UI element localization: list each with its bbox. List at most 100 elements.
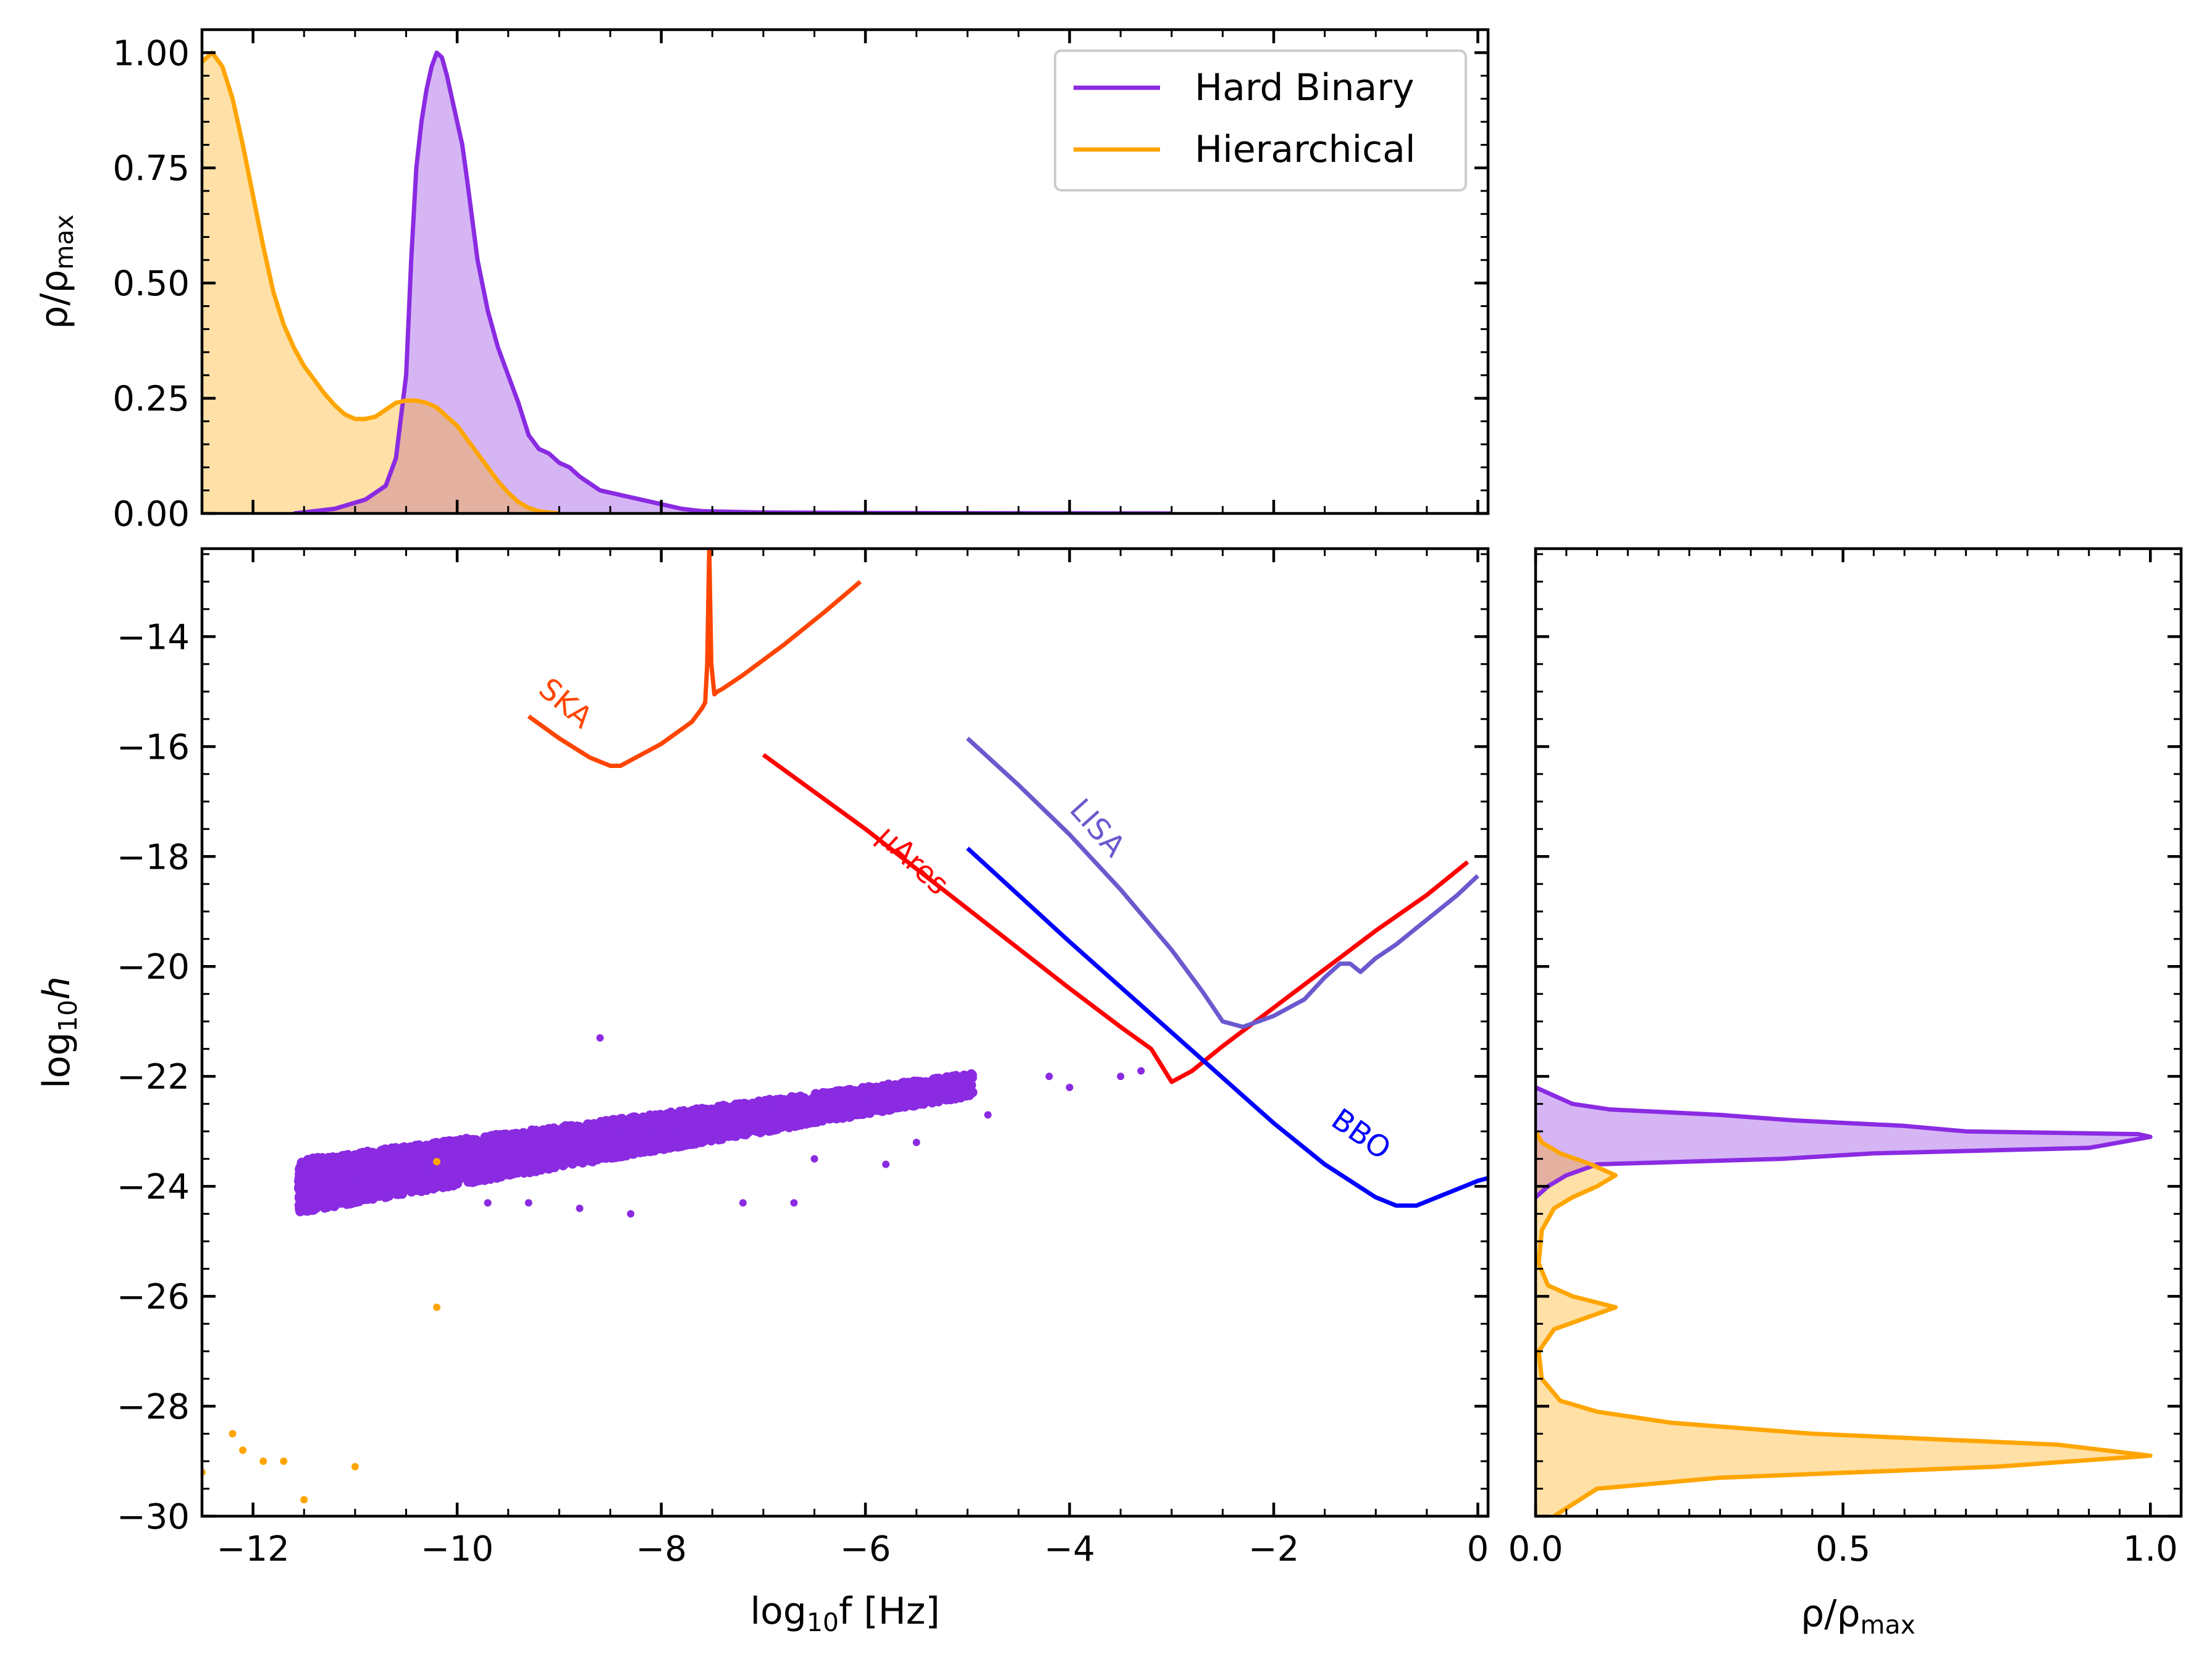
scatter-point-hard-binary (547, 1147, 558, 1158)
scatter-point-hard-binary (608, 1135, 619, 1145)
scatter-point-hard-binary (337, 1162, 347, 1173)
main-ytick-label: −14 (117, 617, 190, 657)
right-panel-lines (1536, 1085, 2153, 1516)
scatter-point-hard-binary (306, 1183, 317, 1192)
scatter-point-hard-binary (475, 1139, 486, 1150)
scatter-point-hard-binary (797, 1115, 807, 1124)
scatter-point-hard-binary (623, 1115, 633, 1126)
scatter-point-hard-binary (836, 1108, 846, 1118)
main-ytick-label: −18 (117, 837, 190, 877)
scatter-point-hard-binary (715, 1102, 726, 1112)
scatter-point-hard-binary (711, 1129, 721, 1139)
main-ytick-label: −20 (117, 947, 190, 987)
scatter-point-hard-binary (810, 1155, 818, 1163)
scatter-point-hard-binary (324, 1196, 334, 1205)
legend-label-hierarchical: Hierarchical (1195, 128, 1416, 171)
main-xtick-label: −6 (840, 1529, 891, 1569)
main-ytick-label: −22 (117, 1057, 190, 1097)
scatter-point-hard-binary (934, 1090, 944, 1101)
scatter-point-hierarchical (433, 1303, 441, 1311)
scatter-point-hard-binary (603, 1149, 613, 1159)
scatter-point-hard-binary (914, 1079, 923, 1090)
scatter-point-hard-binary (303, 1169, 313, 1179)
scatter-point-hard-binary (613, 1146, 623, 1157)
top-ytick-label: 0.50 (112, 264, 190, 304)
scatter-point-hard-binary (431, 1137, 442, 1148)
scatter-point-hard-binary (442, 1168, 452, 1179)
scatter-point-hard-binary (603, 1118, 613, 1128)
top-ytick-label: 1.00 (112, 33, 190, 74)
scatter-point-hard-binary (856, 1084, 867, 1095)
scatter-point-hard-binary (596, 1034, 604, 1042)
scatter-point-hard-binary (431, 1169, 441, 1179)
scatter-point-hard-binary (1137, 1067, 1145, 1075)
right-xtick-label: 0.5 (1815, 1529, 1870, 1569)
legend-label-hard-binary: Hard Binary (1195, 66, 1414, 109)
scatter-point-hard-binary (510, 1144, 521, 1154)
scatter-point-hard-binary (683, 1112, 693, 1123)
tick-labels: −12 −10 −8 −6 −4 −2 0−14−16−18−20−22−24−26−28−… (112, 33, 2177, 1569)
scatter-point-hard-binary (393, 1162, 404, 1173)
main-ytick-label: −26 (117, 1277, 190, 1317)
scatter-point-hard-binary (496, 1171, 507, 1182)
detector-label-bbo: BBO (1325, 1102, 1397, 1166)
scatter-point-hard-binary (841, 1097, 852, 1107)
scatter-point-hard-binary (631, 1125, 642, 1136)
curve-bbo (965, 846, 1488, 1208)
scatter-point-hard-binary (440, 1137, 451, 1147)
main-xtick-label: −8 (636, 1529, 687, 1569)
scatter-point-hard-binary (332, 1193, 342, 1204)
main-ytick-label: −30 (117, 1497, 190, 1537)
scatter-point-hard-binary (366, 1188, 377, 1199)
scatter-point-hard-binary (387, 1147, 397, 1158)
scatter-point-hard-binary (483, 1134, 494, 1144)
top-line-hierarchical (202, 50, 560, 513)
scatter-point-hard-binary (950, 1089, 961, 1099)
scatter-point-hard-binary (919, 1098, 929, 1108)
scatter-point-hard-binary (927, 1079, 937, 1089)
scatter-point-hard-binary (513, 1154, 523, 1164)
top-fill-hard-binary (293, 53, 1172, 513)
scatter-point-hard-binary (586, 1154, 596, 1164)
main-panel-frame (200, 547, 1490, 1518)
scatter-point-hard-binary (770, 1124, 780, 1135)
scatter-point-hard-binary (815, 1095, 825, 1106)
scatter-point-hard-binary (662, 1118, 673, 1128)
scatter-point-hard-binary (484, 1199, 492, 1207)
scatter-point-hard-binary (576, 1204, 584, 1212)
scatter-point-hard-binary (397, 1143, 408, 1153)
legend: Hard Binary Hierarchical (1054, 49, 1467, 192)
curve-muares (762, 753, 1470, 1084)
scatter-point-hierarchical (433, 1158, 441, 1166)
scatter-point-hard-binary (457, 1170, 468, 1181)
scatter-point-hard-binary (679, 1140, 689, 1150)
scatter-point-hard-binary (581, 1123, 592, 1134)
scatter-point-hard-binary (490, 1157, 501, 1166)
scatter-point-hard-binary (571, 1133, 581, 1144)
scatter-point-hard-binary (965, 1076, 975, 1086)
scatter-point-hard-binary (356, 1178, 366, 1188)
scatter-point-hard-binary (448, 1180, 458, 1191)
scatter-point-hard-binary (802, 1107, 813, 1118)
scatter-point-hard-binary (402, 1164, 412, 1175)
scatter-point-hard-binary (804, 1118, 815, 1128)
right-panel-frame (1534, 547, 2183, 1518)
scatter-point-hard-binary (505, 1163, 516, 1173)
scatter-point-hard-binary (526, 1126, 537, 1137)
scatter-point-hard-binary (943, 1079, 954, 1089)
scatter-point-hard-binary (867, 1086, 877, 1097)
top-fill-hierarchical (202, 53, 560, 513)
scatter-point-hierarchical (351, 1462, 359, 1470)
scatter-point-hard-binary (637, 1116, 648, 1127)
scatter-point-hard-binary (626, 1147, 636, 1158)
scatter-point-hard-binary (482, 1171, 493, 1181)
main-xtick-label: −10 (421, 1529, 494, 1569)
scatter-point-hierarchical (229, 1430, 237, 1438)
scatter-point-hard-binary (352, 1151, 363, 1162)
top-ytick-label: 0.75 (112, 149, 190, 189)
scatter-point-hard-binary (650, 1139, 660, 1149)
scatter-hard-binary-cloud (294, 1069, 978, 1217)
top-panel-fills (202, 53, 1172, 513)
scatter-point-hard-binary (463, 1141, 474, 1150)
scatter-point-hard-binary (406, 1143, 417, 1154)
